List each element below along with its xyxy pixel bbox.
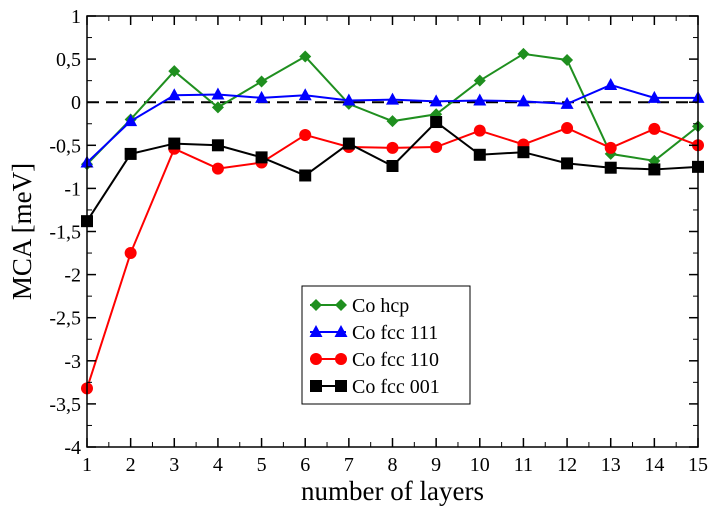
- legend-label: Co fcc 111: [352, 322, 438, 344]
- ticks-layer: 1 2 3 4 5 6 7 8 9 10 11 12 13 14 1510,50-0,5-1-1,5-2-2…: [49, 6, 708, 476]
- x-tick-label: 10: [470, 454, 490, 476]
- y-tick-label: 0: [71, 92, 81, 114]
- data-point-co-fcc-001: [342, 137, 355, 150]
- x-tick-label: 15: [688, 454, 708, 476]
- y-tick-label: -4: [64, 437, 81, 459]
- x-tick-label: 12: [557, 454, 577, 476]
- data-point-co-fcc-110: [124, 247, 137, 260]
- x-tick-label: 14: [644, 454, 664, 476]
- data-point-co-hcp: [473, 74, 486, 87]
- data-point-co-fcc-111: [429, 94, 443, 107]
- data-point-co-fcc-110: [299, 128, 312, 141]
- y-tick-label: -2,5: [49, 308, 81, 330]
- data-point-co-fcc-111: [604, 77, 618, 90]
- x-tick-label: 11: [514, 454, 533, 476]
- data-point-co-hcp: [517, 47, 530, 60]
- data-point-co-fcc-001: [299, 169, 312, 182]
- x-tick-label: 2: [126, 454, 136, 476]
- legend-marker: [310, 353, 322, 365]
- data-point-co-fcc-111: [255, 90, 269, 103]
- legend-item-co-fcc-111: Co fcc 111: [309, 322, 438, 344]
- data-point-co-fcc-001: [386, 159, 399, 172]
- data-point-co-fcc-001: [473, 148, 486, 161]
- legend-label: Co hcp: [352, 295, 409, 317]
- x-tick-label: 3: [169, 454, 179, 476]
- legend-label: Co fcc 001: [352, 376, 440, 398]
- legend-item-co-fcc-001: Co fcc 001: [310, 376, 440, 398]
- data-point-co-fcc-001: [604, 161, 617, 174]
- data-point-co-fcc-110: [561, 122, 574, 135]
- data-point-co-fcc-110: [473, 124, 486, 137]
- legend-marker: [334, 325, 348, 337]
- y-tick-label: 0,5: [56, 49, 81, 71]
- data-point-co-fcc-110: [211, 162, 224, 175]
- x-tick-label: 7: [344, 454, 354, 476]
- data-point-co-fcc-111: [516, 94, 530, 107]
- series-layer: [80, 47, 705, 395]
- series-co-fcc-111: [80, 77, 705, 168]
- x-tick-label: 8: [388, 454, 398, 476]
- data-point-co-hcp: [255, 75, 268, 88]
- data-point-co-hcp: [299, 50, 312, 63]
- data-point-co-hcp: [168, 65, 181, 78]
- data-point-co-fcc-111: [342, 93, 356, 106]
- data-point-co-fcc-001: [561, 157, 574, 170]
- data-point-co-fcc-001: [430, 116, 443, 129]
- data-point-co-fcc-001: [648, 163, 661, 176]
- x-tick-label: 1: [82, 454, 92, 476]
- data-point-co-fcc-111: [386, 92, 399, 105]
- y-tick-label: -2: [64, 265, 81, 287]
- data-point-co-fcc-001: [255, 151, 268, 164]
- data-point-co-hcp: [211, 101, 224, 114]
- legend-marker: [309, 325, 323, 337]
- legend-marker: [335, 353, 347, 365]
- data-point-co-hcp: [561, 53, 574, 66]
- x-tick-label: 13: [601, 454, 621, 476]
- x-tick-label: 5: [257, 454, 267, 476]
- data-point-co-fcc-001: [211, 139, 224, 152]
- legend-item-co-fcc-110: Co fcc 110: [310, 349, 439, 371]
- data-point-co-fcc-111: [167, 88, 181, 101]
- data-point-co-fcc-110: [648, 122, 661, 135]
- legend-item-co-hcp: Co hcp: [310, 295, 409, 317]
- x-tick-label: 6: [300, 454, 310, 476]
- data-point-co-fcc-110: [604, 141, 617, 154]
- x-tick-label: 4: [213, 454, 223, 476]
- legend-label: Co fcc 110: [352, 349, 439, 371]
- legend: Co hcp Co fcc 111 Co fcc 110 Co fcc 001: [301, 285, 471, 405]
- data-point-co-hcp: [386, 115, 399, 128]
- legend-marker: [335, 299, 347, 311]
- y-tick-label: -0,5: [49, 135, 81, 157]
- y-tick-label: -3: [64, 351, 81, 373]
- data-point-co-fcc-001: [168, 137, 181, 150]
- y-tick-label: -3,5: [49, 394, 81, 416]
- legend-marker: [310, 380, 322, 392]
- x-axis-label: number of layers: [301, 476, 484, 506]
- legend-marker: [310, 299, 322, 311]
- data-point-co-fcc-001: [124, 147, 137, 160]
- legend-marker: [335, 380, 347, 392]
- data-point-co-fcc-111: [298, 88, 312, 101]
- y-tick-label: 1: [71, 6, 81, 28]
- data-point-co-fcc-111: [647, 90, 661, 103]
- data-point-co-fcc-110: [386, 141, 399, 154]
- data-point-co-fcc-001: [517, 146, 530, 159]
- data-point-co-fcc-110: [430, 141, 443, 154]
- data-point-co-fcc-111: [560, 96, 574, 109]
- x-tick-label: 9: [431, 454, 441, 476]
- y-tick-label: -1,5: [49, 222, 81, 244]
- y-tick-label: -1: [64, 178, 81, 200]
- y-axis-label: MCA [meV]: [7, 163, 37, 300]
- series-co-fcc-001: [81, 116, 704, 228]
- data-point-co-fcc-111: [211, 87, 225, 100]
- data-point-co-fcc-111: [473, 93, 487, 106]
- data-point-co-fcc-111: [124, 114, 138, 127]
